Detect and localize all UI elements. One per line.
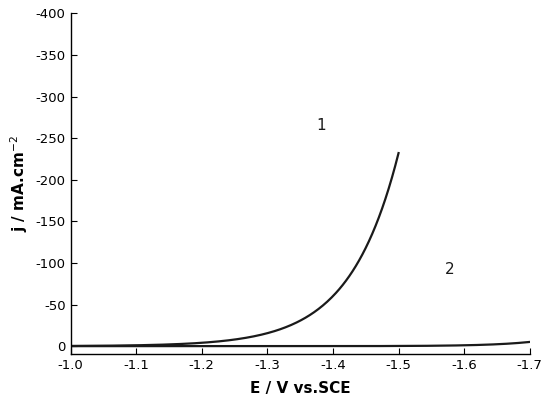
Y-axis label: j / mA.cm$^{-2}$: j / mA.cm$^{-2}$ <box>8 135 30 232</box>
X-axis label: E / V vs.SCE: E / V vs.SCE <box>250 381 350 396</box>
Text: 1: 1 <box>317 118 326 133</box>
Text: 2: 2 <box>445 262 454 277</box>
